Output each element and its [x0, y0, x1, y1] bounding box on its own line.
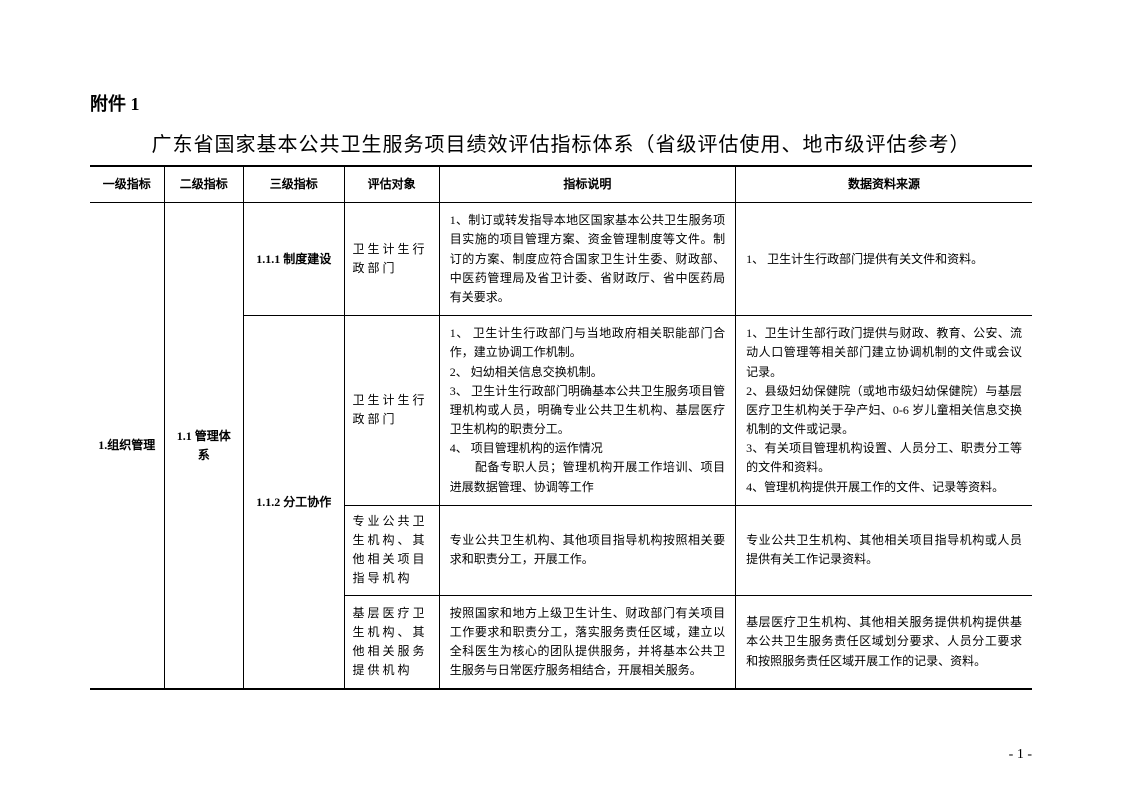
- source-cell: 专业公共卫生机构、其他相关项目指导机构或人员提供有关工作记录资料。: [736, 505, 1032, 595]
- level3-cell: 1.1.1 制度建设: [243, 203, 344, 316]
- header-level2: 二级指标: [164, 166, 243, 203]
- desc-cell: 1、 卫生计生行政部门与当地政府相关职能部门合作，建立协调工作机制。2、 妇幼相…: [439, 316, 735, 506]
- target-cell: 卫生计生行政部门: [344, 203, 439, 316]
- level2-cell: 1.1 管理体系: [164, 203, 243, 690]
- source-cell: 1、 卫生计生行政部门提供有关文件和资料。: [736, 203, 1032, 316]
- level1-cell: 1.组织管理: [90, 203, 164, 690]
- desc-cell: 按照国家和地方上级卫生计生、财政部门有关项目工作要求和职责分工，落实服务责任区域…: [439, 595, 735, 689]
- header-level1: 一级指标: [90, 166, 164, 203]
- table-row: 1.组织管理 1.1 管理体系 1.1.1 制度建设 卫生计生行政部门 1、制订…: [90, 203, 1032, 316]
- target-cell: 卫生计生行政部门: [344, 316, 439, 506]
- attachment-label: 附件 1: [90, 90, 1032, 116]
- header-level3: 三级指标: [243, 166, 344, 203]
- header-desc: 指标说明: [439, 166, 735, 203]
- page-number: - 1 -: [1009, 747, 1032, 763]
- desc-cell: 专业公共卫生机构、其他项目指导机构按照相关要求和职责分工，开展工作。: [439, 505, 735, 595]
- desc-cell: 1、制订或转发指导本地区国家基本公共卫生服务项目实施的项目管理方案、资金管理制度…: [439, 203, 735, 316]
- source-cell: 基层医疗卫生机构、其他相关服务提供机构提供基本公共卫生服务责任区域划分要求、人员…: [736, 595, 1032, 689]
- header-target: 评估对象: [344, 166, 439, 203]
- header-source: 数据资料来源: [736, 166, 1032, 203]
- level3-cell: 1.1.2 分工协作: [243, 316, 344, 690]
- source-cell: 1、卫生计生部行政门提供与财政、教育、公安、流动人口管理等相关部门建立协调机制的…: [736, 316, 1032, 506]
- target-cell: 专业公共卫生机构、其他相关项目指导机构: [344, 505, 439, 595]
- indicator-table: 一级指标 二级指标 三级指标 评估对象 指标说明 数据资料来源 1.组织管理 1…: [90, 165, 1032, 690]
- target-cell: 基层医疗卫生机构、其他相关服务提供机构: [344, 595, 439, 689]
- main-title: 广东省国家基本公共卫生服务项目绩效评估指标体系（省级评估使用、地市级评估参考）: [90, 128, 1032, 157]
- table-header-row: 一级指标 二级指标 三级指标 评估对象 指标说明 数据资料来源: [90, 166, 1032, 203]
